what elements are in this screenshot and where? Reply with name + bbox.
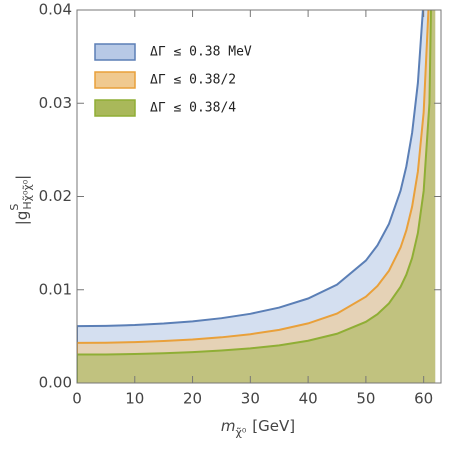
x-label-sub: χ̃⁰	[236, 426, 247, 439]
legend-swatch	[94, 43, 136, 61]
y-tick-label: 0.00	[39, 374, 72, 392]
legend-label: ΔΓ ≤ 0.38/4	[150, 101, 236, 116]
legend-label: ΔΓ ≤ 0.38/2	[150, 73, 236, 88]
y-label-part: |g	[13, 211, 31, 226]
y-label-sup: S	[8, 204, 21, 211]
x-tick-label: 50	[356, 390, 375, 408]
y-label-sub: Hχ̃⁰χ̃⁰	[21, 179, 34, 209]
legend-swatch	[94, 99, 136, 117]
line	[77, 10, 432, 356]
area-fill	[77, 10, 436, 383]
line	[77, 10, 424, 328]
x-label-part: m	[221, 417, 236, 435]
y-tick-label: 0.02	[39, 187, 72, 205]
x-tick-label: 60	[414, 390, 433, 408]
x-tick-label: 20	[183, 390, 202, 408]
y-tick-label: 0.03	[39, 94, 72, 112]
y-tick-label: 0.01	[39, 280, 72, 298]
x-tick-label: 30	[241, 390, 260, 408]
legend-swatch	[94, 71, 136, 89]
y-axis-label: |gSHχ̃⁰χ̃⁰|	[8, 175, 34, 225]
x-tick-label: 0	[72, 390, 82, 408]
y-tick-label: 0.04	[39, 1, 72, 19]
x-tick-label: 10	[125, 390, 144, 408]
x-axis-label: mχ̃⁰ [GeV]	[221, 417, 295, 440]
plot-area	[77, 10, 436, 383]
line	[77, 10, 430, 344]
x-tick-label: 40	[299, 390, 318, 408]
y-label-part: |	[13, 175, 31, 180]
area-fill	[77, 10, 436, 383]
x-label-unit: [GeV]	[252, 417, 295, 435]
legend-label: ΔΓ ≤ 0.38 MeV	[150, 45, 252, 60]
